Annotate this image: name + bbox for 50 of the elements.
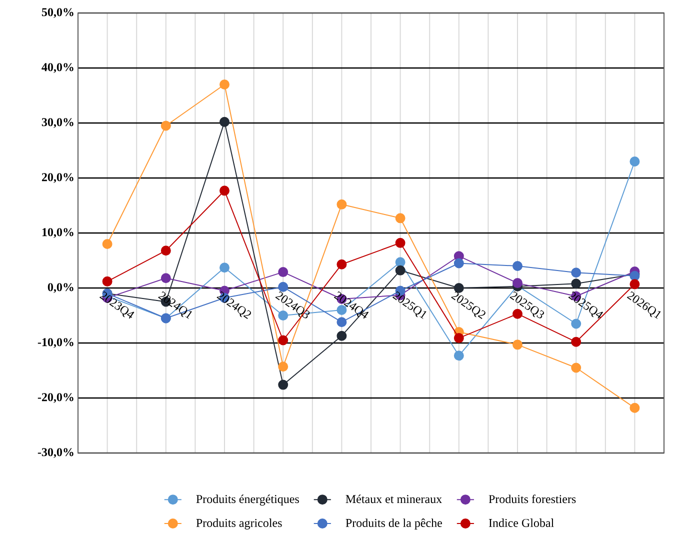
point [278, 335, 288, 346]
point [278, 267, 288, 278]
point [454, 350, 464, 361]
point [454, 333, 464, 344]
point [336, 259, 347, 270]
y-tick-label: -10,0% [38, 338, 74, 348]
y-tick-label: 0,0% [48, 283, 74, 293]
point [571, 362, 582, 373]
point [630, 402, 640, 413]
point [395, 213, 406, 224]
point [102, 239, 112, 249]
point [571, 278, 582, 289]
point [395, 257, 406, 268]
point [220, 262, 230, 273]
point [336, 199, 347, 210]
point [571, 318, 582, 329]
point [160, 120, 171, 131]
point [102, 276, 112, 286]
point [336, 330, 347, 341]
point [220, 116, 230, 127]
point [278, 380, 288, 390]
point [571, 268, 582, 278]
point [395, 238, 406, 248]
y-tick-label: 10,0% [42, 228, 74, 238]
y-tick-label: -20,0% [38, 393, 74, 403]
legend-label: Indice Global [488, 518, 554, 527]
point [512, 340, 523, 350]
point [278, 282, 288, 292]
legend-label: Produits énergétiques [196, 494, 299, 506]
legend-label: Métaux et mineraux [346, 494, 442, 504]
point [454, 258, 464, 268]
point [630, 156, 640, 167]
point [395, 265, 406, 276]
legend-label: Produits de la pêche [346, 518, 442, 530]
point [220, 186, 230, 196]
point [160, 246, 171, 256]
point [220, 80, 230, 90]
legend-label: Produits agricoles [196, 518, 282, 530]
point [512, 278, 523, 288]
point [160, 273, 171, 284]
point [571, 336, 582, 347]
point [512, 261, 523, 271]
y-tick-label: 50,0% [42, 8, 74, 18]
y-tick-label: 30,0% [42, 118, 74, 128]
point [630, 279, 640, 290]
y-tick-label: 40,0% [42, 63, 74, 73]
point [278, 362, 288, 372]
y-tick-label: -30,0% [38, 448, 74, 458]
y-tick-label: 20,0% [42, 173, 74, 183]
legend-label: Produits forestiers [488, 494, 576, 504]
